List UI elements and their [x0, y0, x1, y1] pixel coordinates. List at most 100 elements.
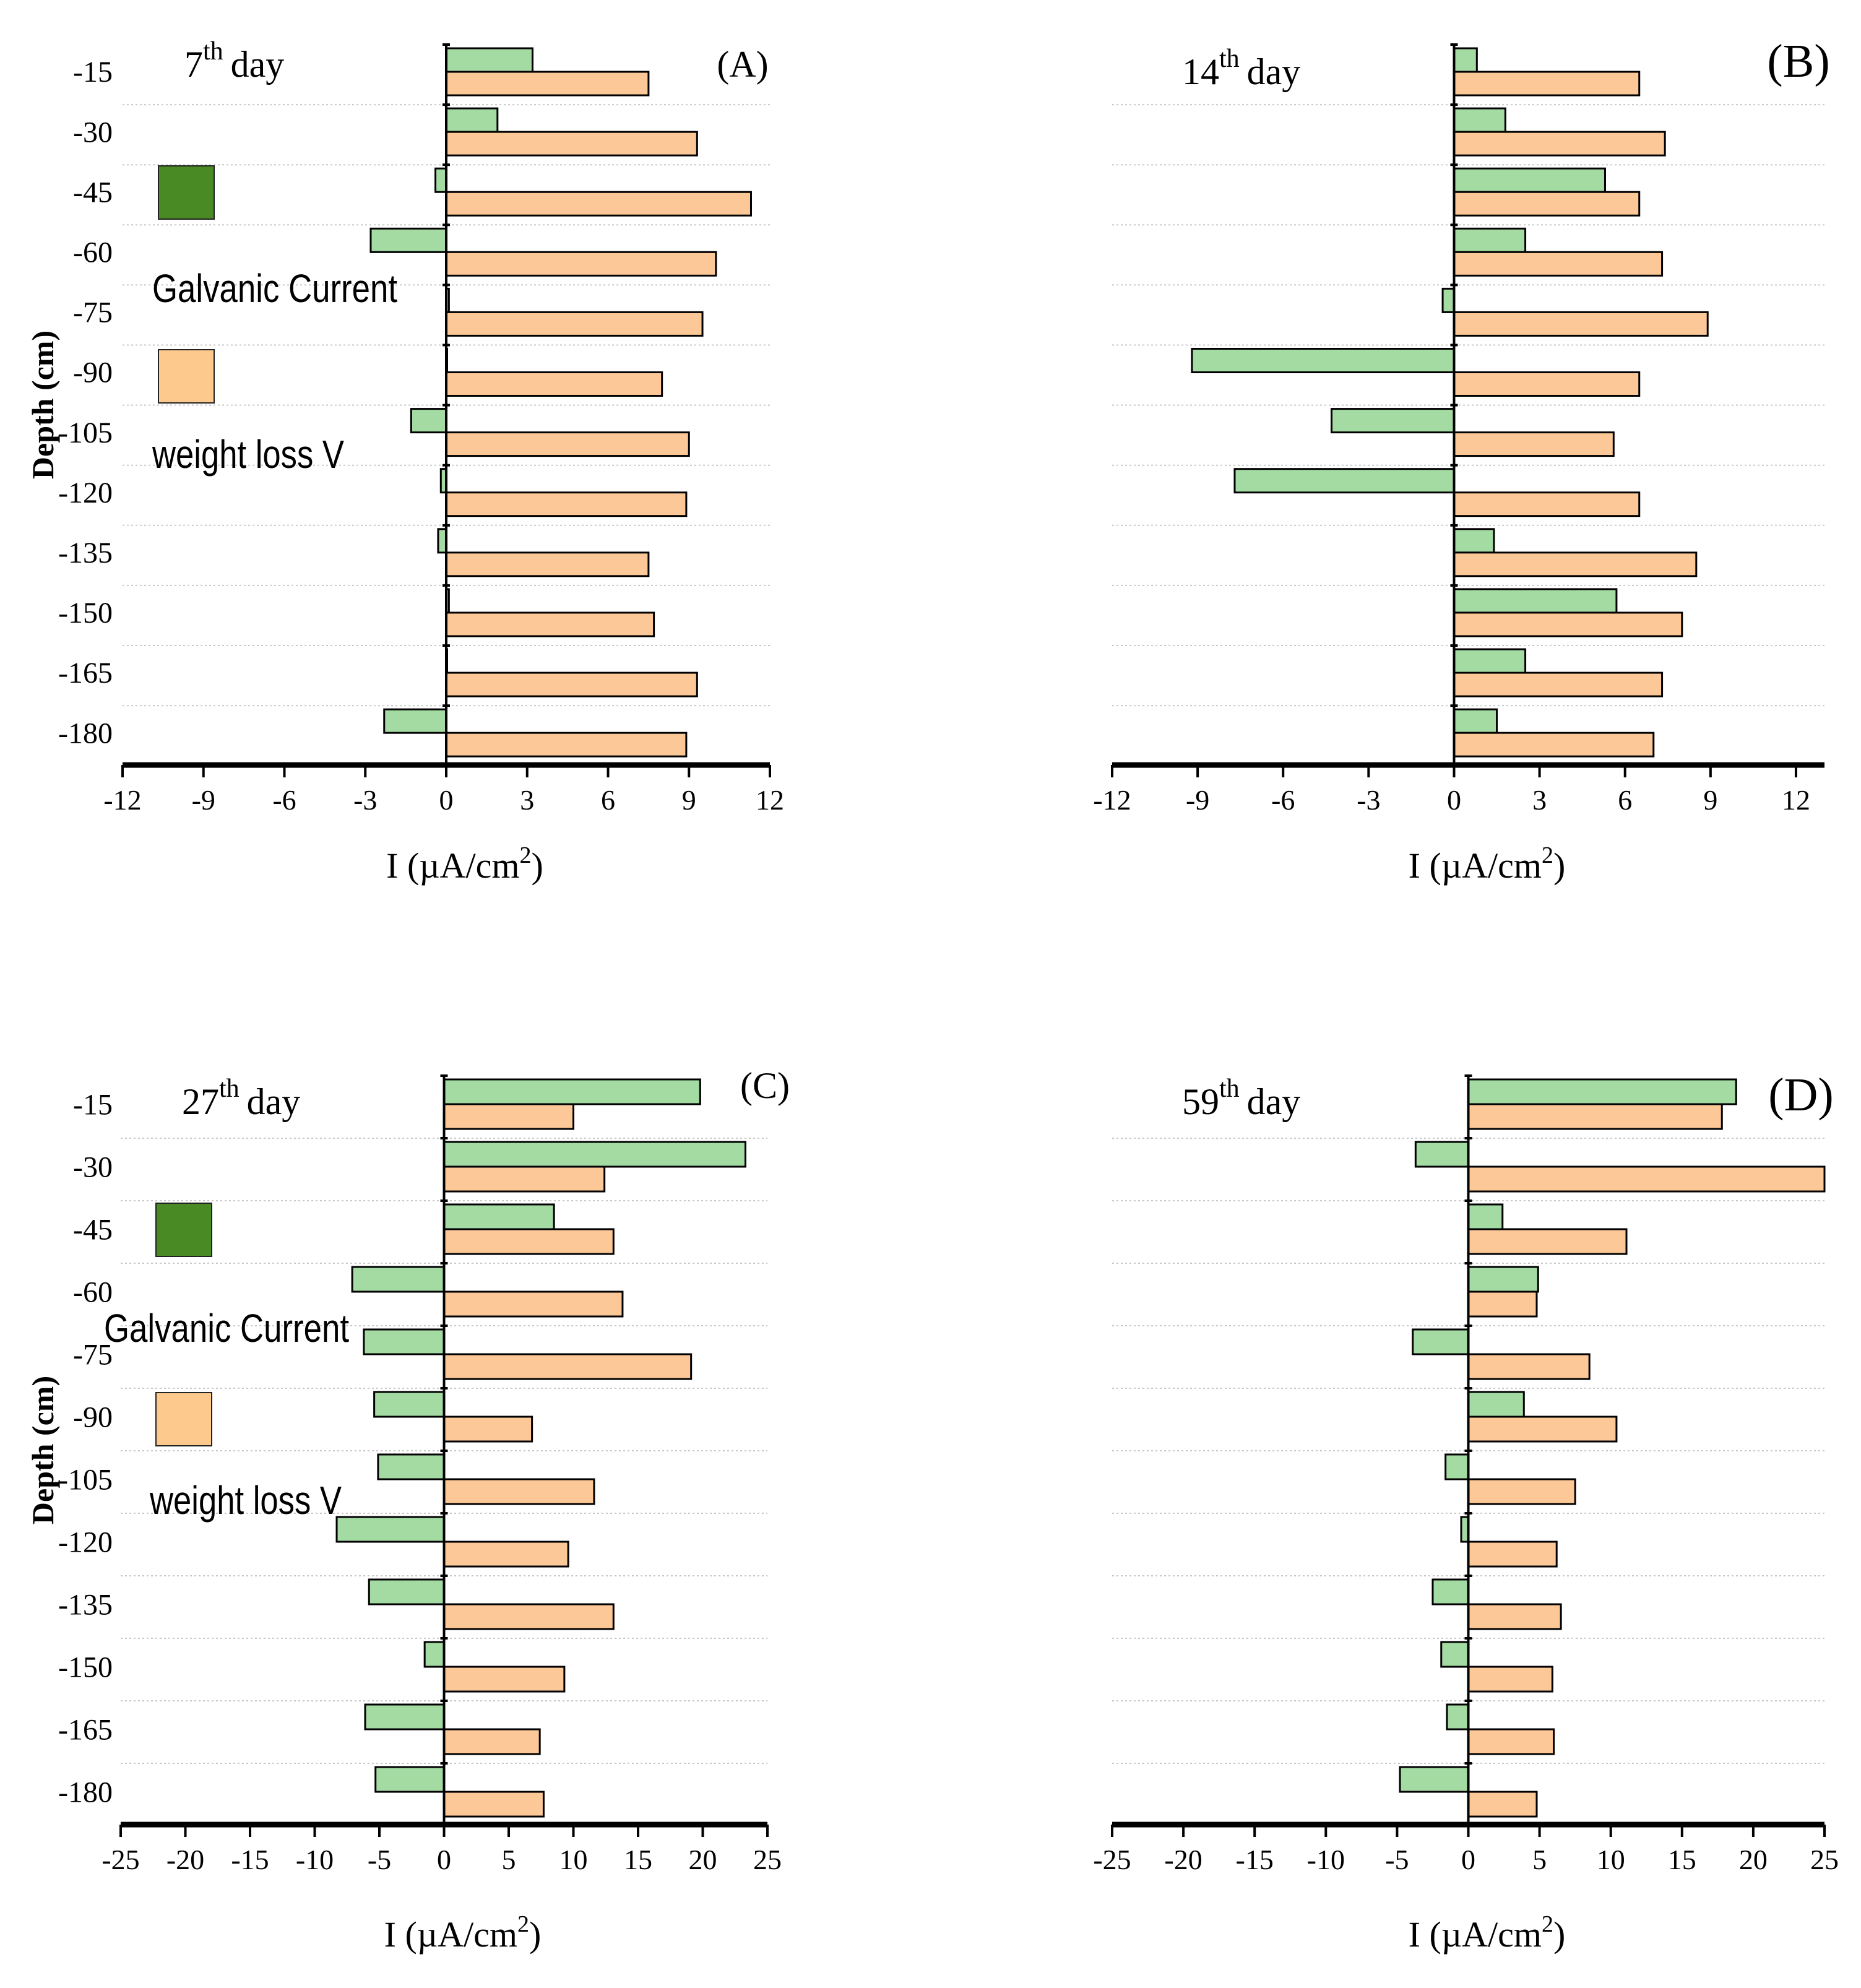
galvanic-bar-m75 [363, 1328, 445, 1355]
galvanic-bar-m75 [1441, 287, 1455, 313]
chart-panel-d: -25 -20 -15 -10 -5 0 5 10 15 20 25 I (µA/cm2) 59th da… [1093, 1069, 1839, 1955]
galvanic-bar-m150 [423, 1641, 446, 1668]
depth-label: -45 [73, 1214, 113, 1247]
galvanic-bar-m165 [364, 1703, 446, 1731]
galvanic-bar-m120 [1233, 468, 1455, 494]
weight-loss-bar-m30 [1467, 1165, 1826, 1193]
weight-loss-bar-m90 [1467, 1415, 1618, 1443]
weight-loss-bar-m150 [443, 1666, 566, 1693]
x-tick-label: 0 [437, 1844, 451, 1875]
legend-swatch-galvanic [155, 1203, 212, 1257]
galvanic-bar-m60 [351, 1266, 445, 1293]
x-axis-title: I (µA/cm2) [1409, 842, 1566, 886]
galvanic-bar-m75 [1412, 1328, 1469, 1355]
weight-loss-bar-m120 [443, 1541, 569, 1568]
weight-loss-bar-m180 [443, 1791, 545, 1818]
galvanic-bar-m15 [1467, 1078, 1737, 1105]
x-tick-label: 3 [1532, 784, 1547, 816]
weight-loss-bar-m180 [1453, 732, 1655, 758]
galvanic-bar-m135 [1431, 1578, 1469, 1606]
depth-label: -90 [73, 1401, 113, 1434]
x-tick-label: -20 [1164, 1844, 1202, 1875]
x-tick-label: 25 [1810, 1844, 1839, 1875]
galvanic-bar-m30 [445, 107, 499, 133]
x-tick-label: 9 [1703, 784, 1717, 816]
x-tick-label: 5 [502, 1844, 516, 1875]
weight-loss-bar-m60 [443, 1290, 624, 1318]
depth-label: -60 [73, 1276, 113, 1309]
x-axis-title: I (µA/cm2) [386, 842, 543, 886]
x-tick-label: 20 [689, 1844, 717, 1875]
weight-loss-bar-m165 [445, 672, 698, 698]
y-axis-title: Depth (cm) [25, 331, 60, 479]
weight-loss-bar-m30 [1453, 131, 1666, 157]
galvanic-bar-m45 [434, 167, 447, 193]
galvanic-bar-m105 [1331, 408, 1455, 434]
depth-label: -135 [58, 537, 113, 569]
weight-loss-bar-m120 [1453, 491, 1641, 517]
chart-panel-b: -12 -9 -6 -3 0 3 6 9 12 I (µA/cm2) 14th day (B) [1093, 35, 1829, 886]
weight-loss-bar-m180 [445, 732, 688, 758]
weight-loss-bar-m135 [1453, 551, 1698, 577]
weight-loss-bar-m135 [443, 1603, 615, 1630]
x-tick-label: -6 [1271, 784, 1295, 816]
weight-loss-bar-m135 [445, 551, 650, 577]
legend-swatch-weight-loss [155, 1392, 212, 1446]
galvanic-bar-m15 [445, 47, 533, 73]
depth-label: -45 [73, 176, 113, 209]
x-tick-label: 0 [1447, 784, 1461, 816]
galvanic-bar-m45 [1453, 167, 1606, 193]
depth-label: -75 [73, 1339, 113, 1372]
day-title: 27th day [182, 1074, 300, 1122]
x-tick-label: 9 [682, 784, 696, 816]
weight-loss-bar-m45 [1467, 1228, 1628, 1255]
x-tick-label: 25 [753, 1844, 782, 1875]
galvanic-bar-m180 [1453, 708, 1498, 734]
weight-loss-bar-m180 [1467, 1791, 1538, 1818]
weight-loss-bar-m30 [443, 1165, 606, 1193]
x-tick-label: 0 [1461, 1844, 1475, 1875]
galvanic-bar-m165 [1446, 1703, 1469, 1731]
x-tick-label: -15 [231, 1844, 269, 1875]
galvanic-bar-m90 [373, 1391, 446, 1418]
depth-label: -150 [58, 597, 113, 629]
galvanic-bar-m60 [369, 227, 447, 253]
x-tick-label: 0 [439, 784, 454, 816]
depth-label: -30 [73, 1151, 113, 1184]
weight-loss-bar-m165 [1467, 1728, 1555, 1755]
galvanic-bar-m45 [443, 1203, 555, 1230]
day-title: 59th day [1182, 1074, 1300, 1122]
x-tick-label: 15 [624, 1844, 652, 1875]
x-tick-label: 12 [1782, 784, 1810, 816]
depth-label: -15 [73, 56, 113, 89]
x-tick-label: -9 [192, 784, 215, 816]
galvanic-bar-m30 [1414, 1141, 1469, 1168]
galvanic-bar-m135 [1453, 528, 1495, 554]
x-tick-label: 15 [1668, 1844, 1696, 1875]
x-tick-label: -10 [296, 1844, 334, 1875]
x-axis-title: I (µA/cm2) [384, 1911, 542, 1955]
x-tick-label: -6 [272, 784, 296, 816]
x-tick-label: -12 [1093, 784, 1131, 816]
galvanic-bar-m180 [1399, 1766, 1469, 1793]
legend-label-galvanic: Galvanic Current [152, 266, 397, 311]
weight-loss-bar-m75 [1453, 311, 1709, 337]
galvanic-bar-m105 [1444, 1453, 1469, 1480]
galvanic-bar-m180 [374, 1766, 445, 1793]
x-tick-label: 20 [1739, 1844, 1768, 1875]
galvanic-bar-m120 [335, 1516, 446, 1543]
galvanic-bar-m45 [1467, 1203, 1504, 1230]
depth-label: -120 [58, 1526, 113, 1559]
x-tick-label: 10 [1597, 1844, 1625, 1875]
galvanic-bar-m30 [1453, 107, 1506, 133]
depth-label: -15 [73, 1089, 113, 1121]
x-tick-label: -10 [1307, 1844, 1345, 1875]
panel-label: (C) [740, 1065, 790, 1106]
galvanic-bar-m15 [443, 1078, 701, 1105]
weight-loss-bar-m75 [1467, 1353, 1591, 1380]
x-tick-label: -25 [1093, 1844, 1131, 1875]
weight-loss-bar-m15 [1453, 71, 1641, 97]
weight-loss-bar-m15 [443, 1103, 574, 1130]
depth-label: -105 [58, 1464, 113, 1497]
